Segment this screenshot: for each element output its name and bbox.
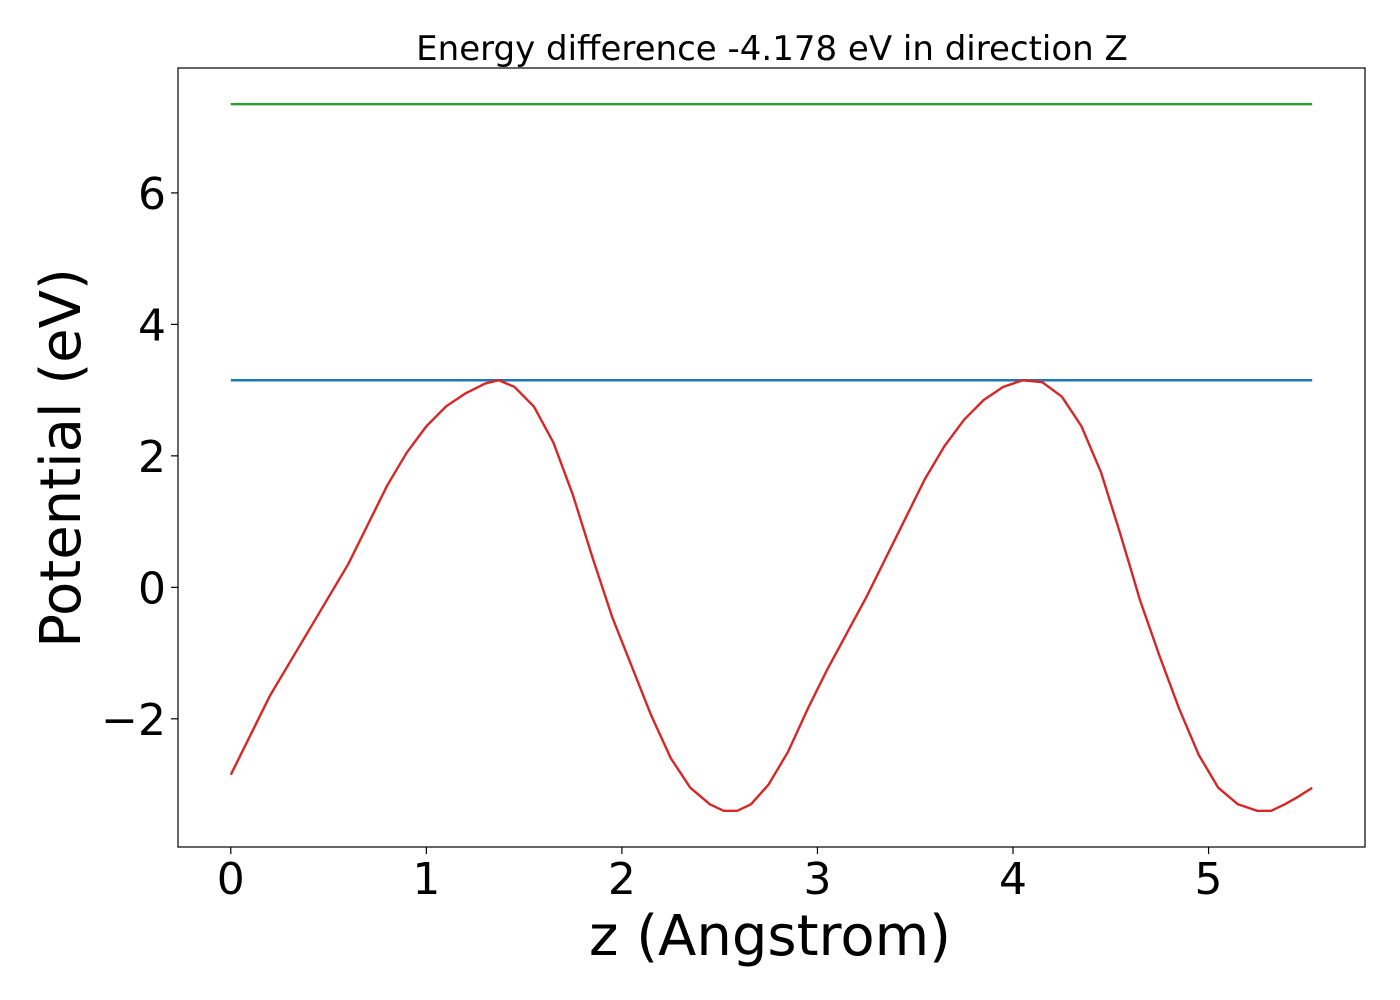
y-tick-label: 6 xyxy=(138,169,166,220)
y-tick-label: 4 xyxy=(138,300,166,351)
y-tick-label: 2 xyxy=(138,432,166,483)
y-axis-label: Potential (eV) xyxy=(29,268,94,648)
x-axis-ticks: 0 1 2 3 4 5 xyxy=(217,847,1223,905)
x-tick-label: 1 xyxy=(412,854,440,905)
y-tick-label: −2 xyxy=(101,695,166,746)
y-axis-ticks: −2 0 2 4 6 xyxy=(101,169,178,746)
series-layer xyxy=(229,102,1313,813)
x-tick-label: 2 xyxy=(608,854,636,905)
x-tick-label: 3 xyxy=(803,854,831,905)
y-tick-label: 0 xyxy=(138,563,166,614)
x-axis-label: z (Angstrom) xyxy=(589,904,951,969)
x-tick-label: 5 xyxy=(1195,854,1223,905)
x-tick-label: 4 xyxy=(999,854,1027,905)
chart-title: Energy difference -4.178 eV in direction… xyxy=(416,29,1128,69)
plot-frame xyxy=(177,67,1366,848)
x-tick-label: 0 xyxy=(217,854,245,905)
series-line-2 xyxy=(229,379,1313,813)
